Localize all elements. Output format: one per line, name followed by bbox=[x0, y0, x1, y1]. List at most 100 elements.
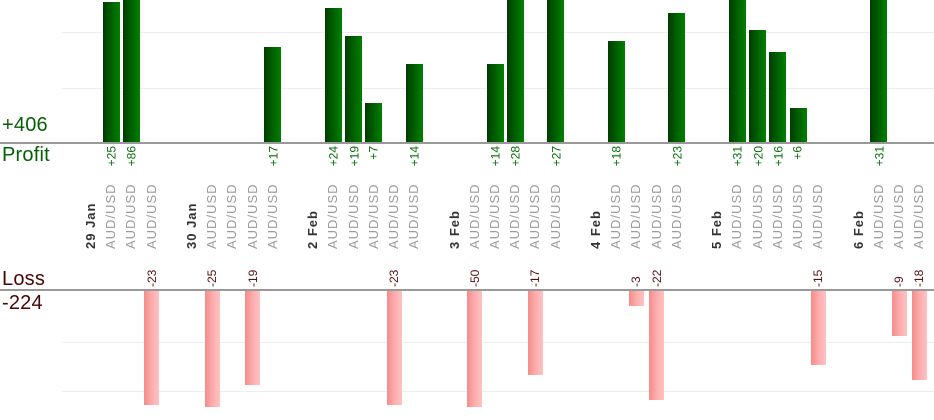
loss-axis-title: Loss bbox=[2, 268, 46, 290]
date-label: 3 Feb bbox=[447, 210, 462, 249]
loss-total-label: -224 bbox=[2, 292, 43, 314]
trade-symbol-label: AUD/USD bbox=[891, 183, 906, 249]
profit-bar bbox=[365, 103, 382, 142]
profit-bar bbox=[608, 41, 625, 142]
loss-bar bbox=[528, 291, 543, 375]
profit-value-label: +86 bbox=[124, 146, 138, 167]
loss-bars-area bbox=[0, 291, 934, 407]
trade-symbol-label: AUD/USD bbox=[204, 183, 219, 249]
loss-value-label: -23 bbox=[387, 269, 401, 287]
loss-bar bbox=[387, 291, 402, 405]
profit-value-label: +14 bbox=[488, 146, 502, 167]
profit-bar bbox=[103, 2, 120, 142]
profit-bars-area bbox=[0, 0, 934, 142]
trade-symbol-label: AUD/USD bbox=[144, 183, 159, 249]
profit-value-label: +27 bbox=[549, 146, 563, 167]
loss-bar bbox=[892, 291, 907, 336]
profit-value-label: +6 bbox=[791, 146, 805, 160]
date-label: 6 Feb bbox=[851, 210, 866, 249]
trade-symbol-label: AUD/USD bbox=[224, 183, 239, 249]
profit-value-label: +25 bbox=[104, 146, 118, 167]
profit-value-label: +7 bbox=[367, 146, 381, 160]
trade-symbol-label: AUD/USD bbox=[729, 183, 744, 249]
trade-symbol-label: AUD/USD bbox=[669, 183, 684, 249]
trade-symbol-label: AUD/USD bbox=[750, 183, 765, 249]
profit-bar bbox=[406, 64, 423, 142]
profit-bar bbox=[547, 0, 564, 142]
loss-bar bbox=[629, 291, 644, 306]
trade-symbol-label: AUD/USD bbox=[346, 183, 361, 249]
profit-bar bbox=[769, 52, 786, 142]
profit-value-label: +20 bbox=[751, 146, 765, 167]
loss-value-label: -18 bbox=[912, 269, 926, 287]
profit-axis-title: Profit bbox=[2, 144, 50, 166]
trade-symbol-label: AUD/USD bbox=[911, 183, 926, 249]
loss-gridline-20 bbox=[62, 391, 934, 392]
date-label: 5 Feb bbox=[709, 210, 724, 249]
trade-symbol-label: AUD/USD bbox=[123, 183, 138, 249]
loss-gridline-10 bbox=[62, 342, 934, 343]
loss-bar bbox=[811, 291, 826, 365]
trade-symbol-label: AUD/USD bbox=[548, 183, 563, 249]
profit-bar bbox=[749, 30, 766, 142]
trade-symbol-label: AUD/USD bbox=[386, 183, 401, 249]
trade-symbol-label: AUD/USD bbox=[467, 183, 482, 249]
trade-symbol-label: AUD/USD bbox=[103, 183, 118, 249]
profit-value-label: +23 bbox=[670, 146, 684, 167]
loss-value-label: -19 bbox=[246, 269, 260, 287]
trade-symbol-label: AUD/USD bbox=[406, 183, 421, 249]
profit-value-label: +31 bbox=[730, 146, 744, 167]
profit-bar bbox=[325, 8, 342, 142]
trade-symbol-label: AUD/USD bbox=[770, 183, 785, 249]
profit-value-label: +18 bbox=[609, 146, 623, 167]
loss-bar bbox=[649, 291, 664, 400]
trade-symbol-label: AUD/USD bbox=[810, 183, 825, 249]
trade-symbol-label: AUD/USD bbox=[527, 183, 542, 249]
loss-value-label: -9 bbox=[892, 276, 906, 287]
loss-value-label: -25 bbox=[205, 269, 219, 287]
trade-symbol-label: AUD/USD bbox=[790, 183, 805, 249]
profit-total-label: +406 bbox=[2, 114, 48, 136]
loss-value-label: -22 bbox=[650, 269, 664, 287]
profit-bar bbox=[729, 0, 746, 142]
loss-bar bbox=[205, 291, 220, 407]
date-label: 4 Feb bbox=[588, 210, 603, 249]
trade-symbol-label: AUD/USD bbox=[608, 183, 623, 249]
profit-bar bbox=[790, 108, 807, 142]
profit-value-label: +24 bbox=[326, 146, 340, 167]
profit-value-label: +14 bbox=[407, 146, 421, 167]
profit-bar bbox=[507, 0, 524, 142]
profit-value-label: +16 bbox=[771, 146, 785, 167]
trade-symbol-label: AUD/USD bbox=[245, 183, 260, 249]
loss-value-label: -23 bbox=[145, 269, 159, 287]
trade-symbol-label: AUD/USD bbox=[649, 183, 664, 249]
loss-bar bbox=[144, 291, 159, 405]
date-label: 2 Feb bbox=[305, 210, 320, 249]
loss-bar bbox=[912, 291, 927, 380]
trade-symbol-label: AUD/USD bbox=[265, 183, 280, 249]
trade-symbol-label: AUD/USD bbox=[487, 183, 502, 249]
profit-bar bbox=[264, 47, 281, 142]
profit-bar bbox=[668, 13, 685, 142]
trade-symbol-label: AUD/USD bbox=[366, 183, 381, 249]
profit-axis-line bbox=[0, 142, 934, 144]
profit-value-label: +17 bbox=[266, 146, 280, 167]
loss-bar bbox=[467, 291, 482, 407]
loss-value-label: -15 bbox=[811, 269, 825, 287]
profit-bar bbox=[123, 0, 140, 142]
date-label: 30 Jan bbox=[184, 202, 199, 249]
trade-symbol-label: AUD/USD bbox=[325, 183, 340, 249]
trade-symbol-label: AUD/USD bbox=[507, 183, 522, 249]
profit-value-label: +31 bbox=[872, 146, 886, 167]
profit-bar bbox=[487, 64, 504, 142]
loss-value-label: -3 bbox=[629, 276, 643, 287]
loss-value-label: -17 bbox=[528, 269, 542, 287]
profit-bar bbox=[345, 36, 362, 142]
profit-value-label: +19 bbox=[347, 146, 361, 167]
trade-symbol-label: AUD/USD bbox=[628, 183, 643, 249]
loss-bar bbox=[245, 291, 260, 385]
loss-axis-line bbox=[0, 289, 934, 291]
profit-gridline-20 bbox=[62, 32, 934, 33]
trade-symbol-label: AUD/USD bbox=[871, 183, 886, 249]
